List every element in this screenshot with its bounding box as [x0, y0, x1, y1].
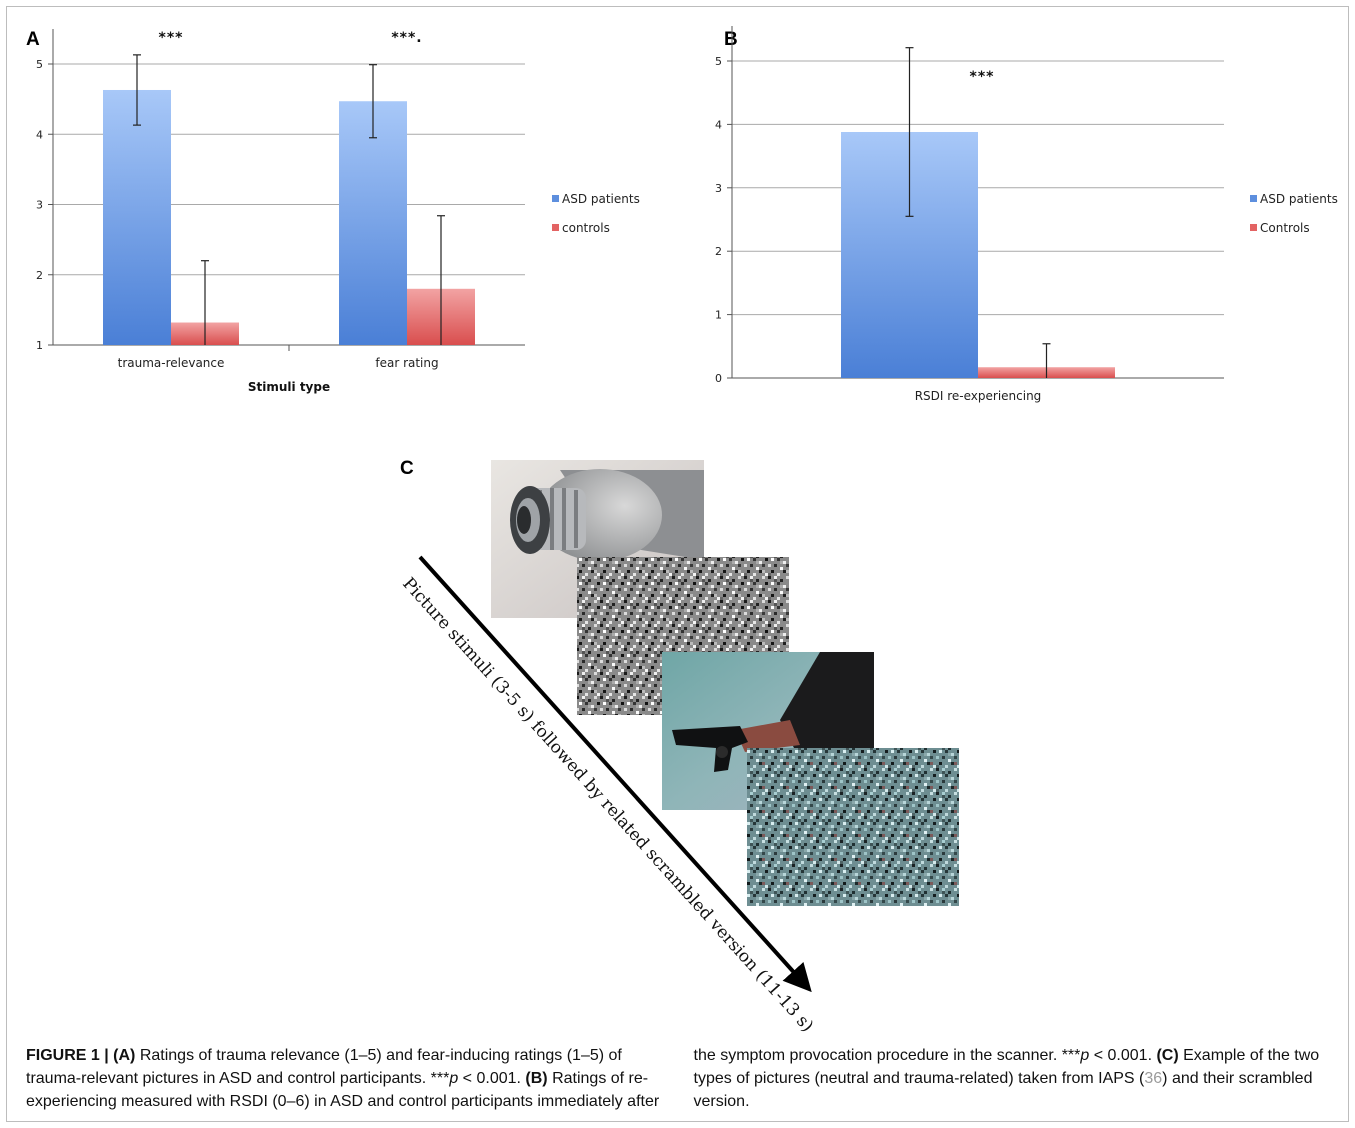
y-tick-label: 1 — [715, 309, 722, 322]
stimuli-diagram: Picture stimuli (3-5 s) followed by rela… — [398, 460, 959, 1036]
figure-frame — [6, 6, 1349, 1122]
y-tick-label: 5 — [36, 58, 43, 71]
panel-label-a: A — [26, 29, 40, 50]
y-tick-label: 2 — [36, 269, 43, 282]
legend-swatch — [1250, 195, 1257, 202]
caption-ref: 36 — [1144, 1070, 1163, 1087]
caption-text-4: ) and their scrambled version. — [693, 1070, 1313, 1110]
y-tick-label: 4 — [36, 128, 43, 141]
y-tick-label: 4 — [715, 118, 722, 131]
panel-label-b: B — [724, 29, 738, 50]
y-tick-label: 3 — [36, 199, 43, 212]
caption-text-3: Example of the two types of pictures (ne… — [693, 1047, 1320, 1087]
y-tick-label: 1 — [36, 339, 43, 352]
caption-text-2b: < 0.001. — [1089, 1047, 1157, 1064]
legend-swatch — [552, 195, 559, 202]
caption-p-italic-2: p — [1080, 1047, 1090, 1064]
legend-swatch — [552, 224, 559, 231]
caption-text-1: Ratings of trauma relevance (1–5) and fe… — [26, 1047, 622, 1087]
bar-asd-1 — [339, 101, 407, 345]
panel-label-c: C — [400, 458, 414, 479]
caption-c-label: (C) — [1156, 1047, 1179, 1064]
caption-b-label: (B) — [525, 1070, 548, 1087]
y-tick-label: 3 — [715, 182, 722, 195]
legend-entry: ASD patients — [562, 192, 640, 206]
caption-p-italic: p — [449, 1070, 459, 1087]
chart-a: A 1 2 3 4 5 trauma-relevance *** fear rating ***… — [26, 29, 640, 394]
x-axis-title: Stimuli type — [248, 380, 330, 394]
scrambled-picture-2 — [747, 748, 959, 906]
significance-label: ***. — [391, 30, 422, 46]
y-tick-label: 5 — [715, 55, 722, 68]
significance-label: *** — [159, 30, 184, 46]
y-tick-label: 2 — [715, 245, 722, 258]
legend-swatch — [1250, 224, 1257, 231]
figure-caption-left: FIGURE 1 | (A) Ratings of trauma relevan… — [26, 1044, 1331, 1114]
category-label: trauma-relevance — [118, 356, 225, 370]
caption-text-2: Ratings of re-experiencing measured with… — [26, 1047, 1081, 1110]
category-label: fear rating — [375, 356, 438, 370]
time-arrow — [418, 555, 812, 993]
bar-asd-0 — [103, 89, 171, 346]
caption-text-1b: < 0.001. — [458, 1070, 526, 1087]
y-tick-label: 0 — [715, 372, 722, 385]
significance-label: *** — [970, 69, 995, 85]
legend-entry: ASD patients — [1260, 192, 1338, 206]
legend-entry: controls — [562, 221, 610, 235]
category-label: RSDI re-experiencing — [915, 389, 1042, 403]
caption-figure-label: FIGURE 1 | (A) — [26, 1047, 136, 1064]
legend-entry: Controls — [1260, 221, 1310, 235]
chart-b: B 0 1 2 3 4 5 RSDI re-experiencing *** ASD patie… — [715, 26, 1338, 403]
